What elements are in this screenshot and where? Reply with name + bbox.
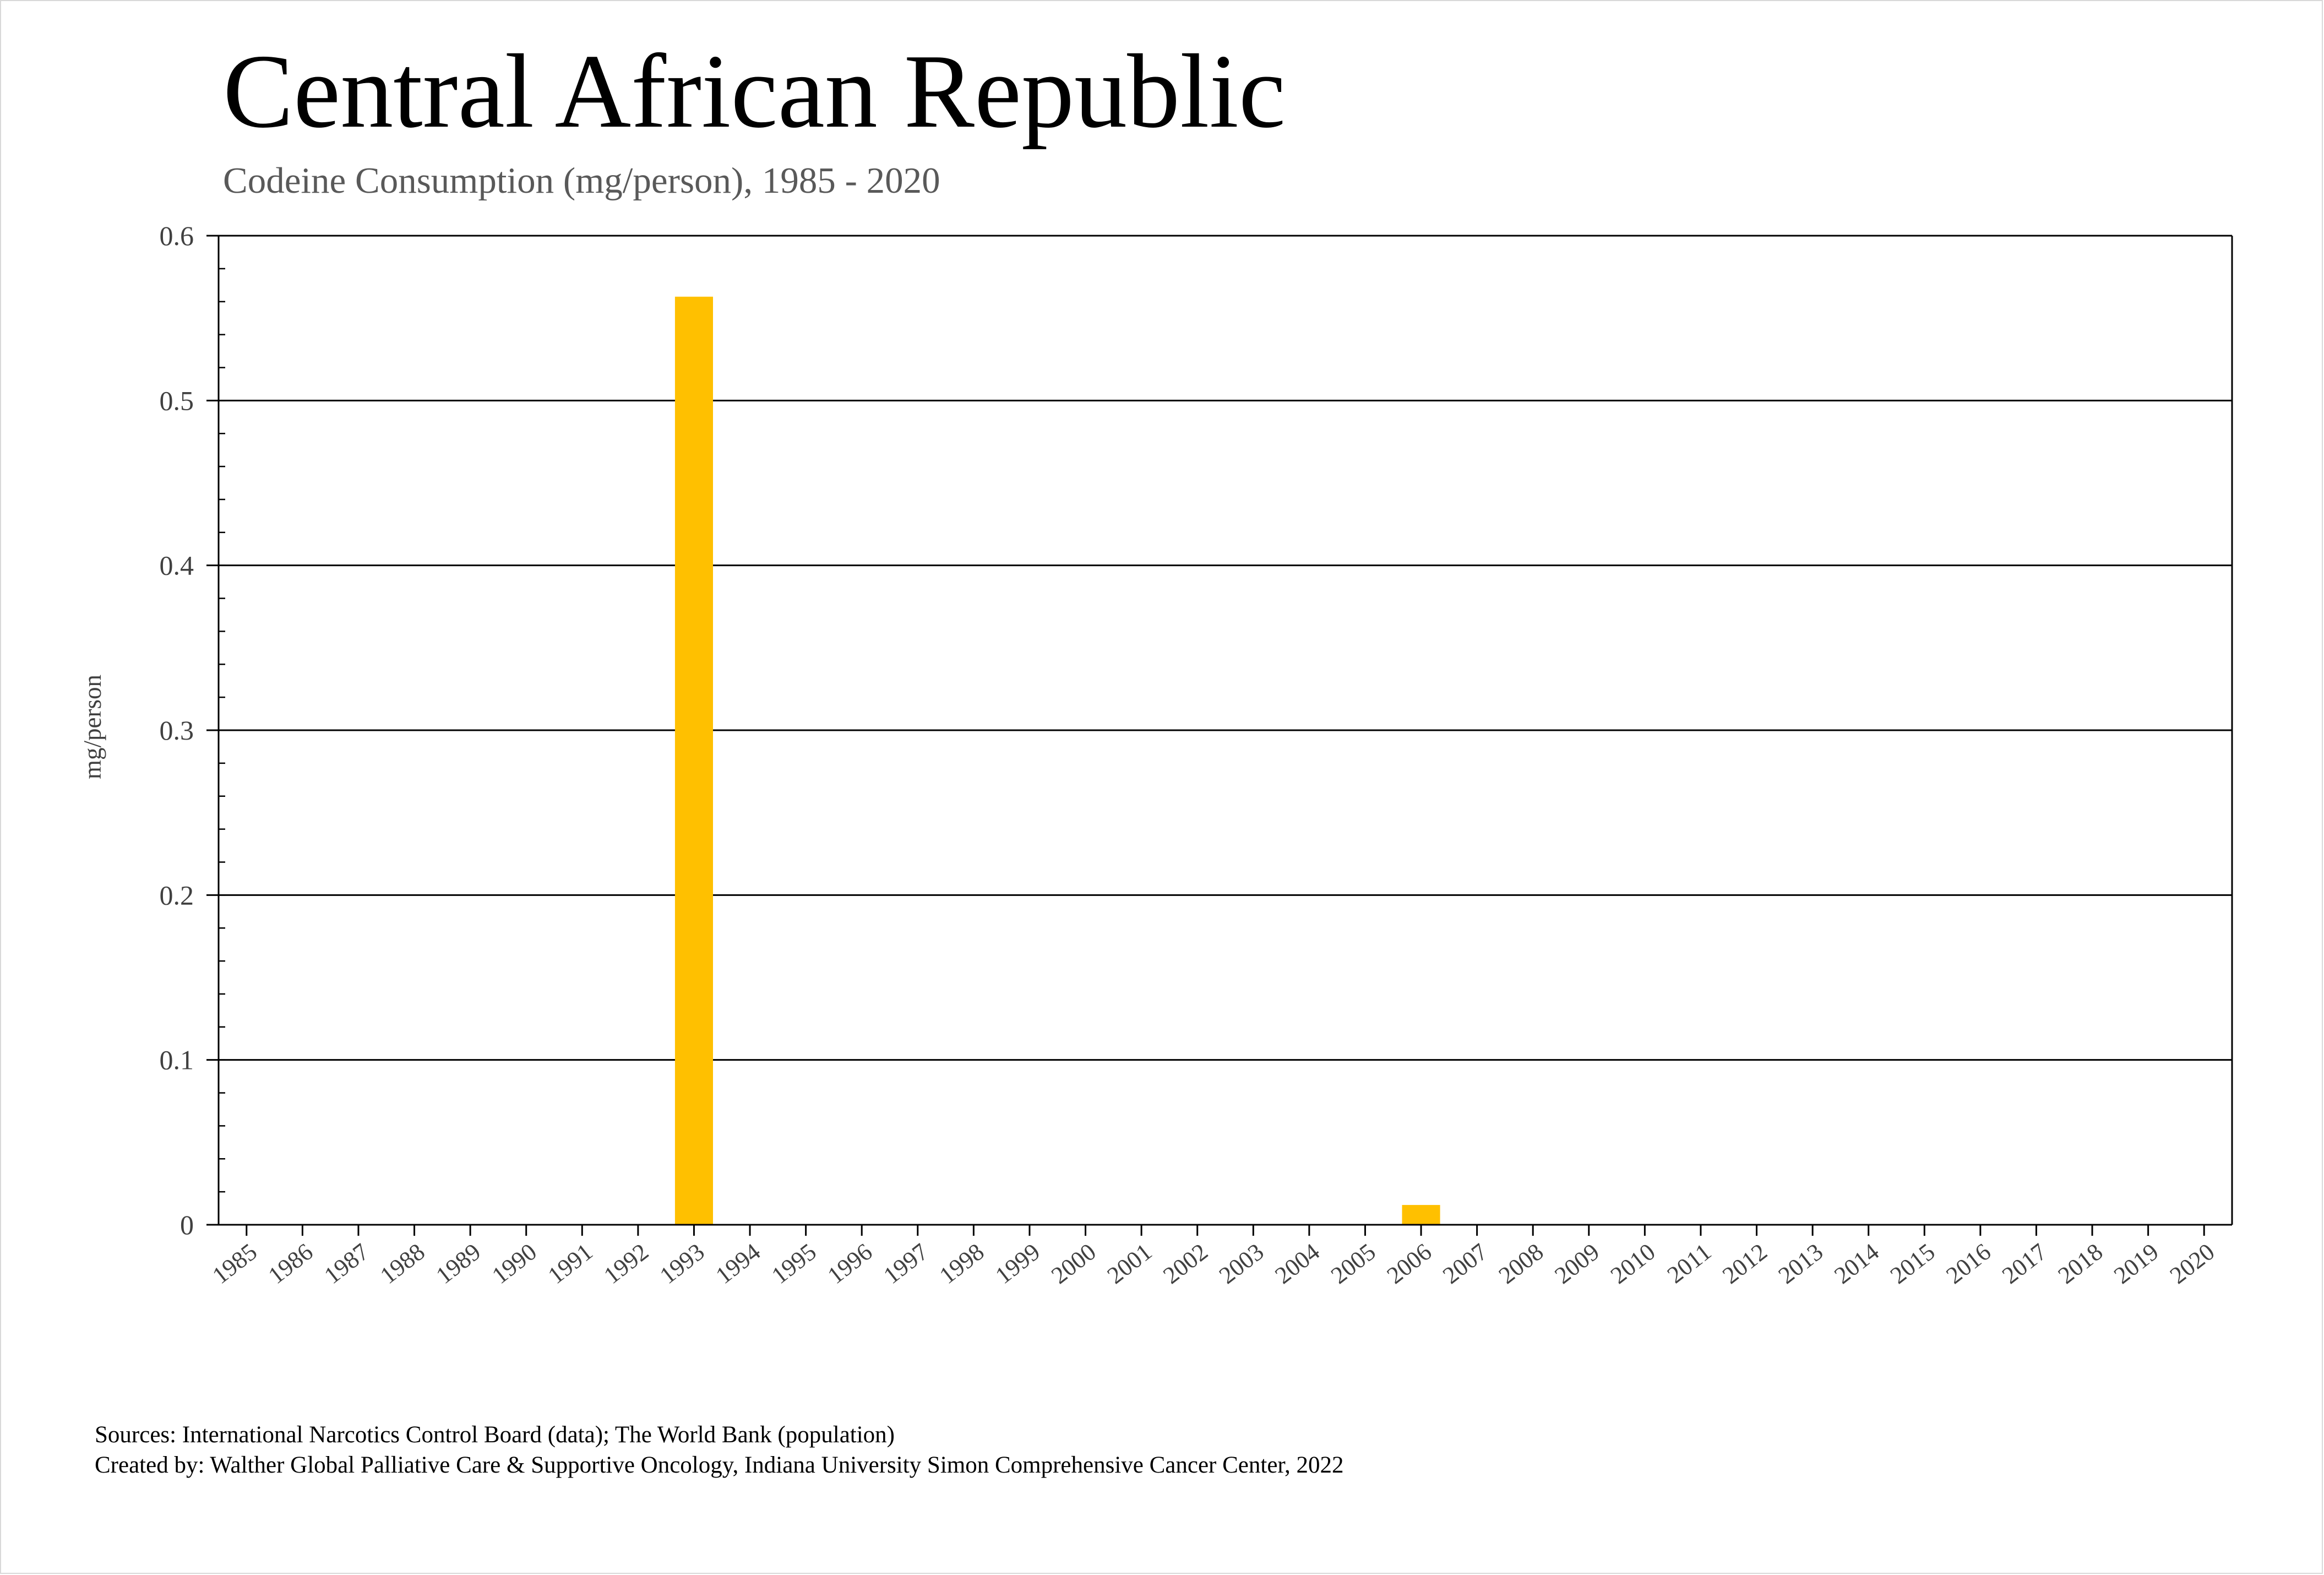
y-tick-label: 0.1 — [160, 1045, 194, 1076]
x-tick-label: 1998 — [934, 1238, 989, 1289]
x-tick-label: 2012 — [1717, 1238, 1772, 1289]
x-tick-label: 2018 — [2053, 1238, 2108, 1289]
x-tick-label: 1987 — [319, 1238, 374, 1289]
x-tick-label: 2020 — [2165, 1238, 2220, 1289]
x-tick-label: 2008 — [1494, 1238, 1549, 1289]
y-tick-label: 0.5 — [160, 385, 194, 416]
created-by-text: Created by: Walther Global Palliative Ca… — [95, 1452, 1344, 1478]
x-tick-label: 2014 — [1829, 1238, 1884, 1289]
x-tick-label: 2004 — [1270, 1238, 1325, 1289]
footer-sources: Sources: International Narcotics Control… — [95, 1420, 1344, 1480]
x-tick-label: 1996 — [823, 1238, 878, 1289]
x-tick-label: 2005 — [1326, 1238, 1381, 1289]
x-tick-label: 2013 — [1773, 1238, 1828, 1289]
x-tick-label: 1995 — [766, 1238, 821, 1289]
x-tick-label: 2001 — [1102, 1238, 1157, 1289]
x-tick-label: 2015 — [1885, 1238, 1940, 1289]
x-tick-label: 2003 — [1214, 1238, 1269, 1289]
x-tick-label: 1992 — [599, 1238, 654, 1289]
x-tick-label: 1986 — [263, 1238, 318, 1289]
y-tick-label: 0.4 — [160, 550, 194, 581]
y-tick-label: 0.2 — [160, 879, 194, 910]
x-tick-label: 1989 — [431, 1238, 486, 1289]
bar-1993 — [674, 296, 713, 1225]
x-tick-label: 2002 — [1158, 1238, 1213, 1289]
y-tick-label: 0 — [180, 1209, 194, 1240]
x-tick-label: 2017 — [1997, 1238, 2052, 1289]
x-tick-label: 2011 — [1662, 1238, 1716, 1289]
x-tick-label: 1994 — [711, 1238, 766, 1289]
x-tick-label: 2010 — [1605, 1238, 1661, 1289]
bar-2006 — [1402, 1205, 1440, 1225]
x-tick-label: 1990 — [487, 1238, 542, 1289]
y-axis-label: mg/person — [79, 675, 106, 779]
y-tick-label: 0.6 — [160, 220, 194, 251]
chart-title: Central African Republic — [223, 32, 1286, 150]
x-tick-label: 1999 — [990, 1238, 1046, 1289]
x-tick-label: 1993 — [655, 1238, 710, 1289]
x-tick-label: 2007 — [1438, 1238, 1493, 1289]
x-tick-label: 2009 — [1549, 1238, 1604, 1289]
chart-subtitle: Codeine Consumption (mg/person), 1985 - … — [223, 160, 940, 201]
sources-text: Sources: International Narcotics Control… — [95, 1422, 895, 1448]
x-tick-label: 1991 — [543, 1238, 598, 1289]
x-tick-label: 2016 — [1941, 1238, 1996, 1289]
x-tick-label: 2019 — [2109, 1238, 2164, 1289]
gridlines — [219, 235, 2232, 1226]
x-tick-label: 1985 — [207, 1238, 262, 1289]
x-tick-label: 1997 — [878, 1238, 933, 1289]
bars — [674, 296, 1440, 1225]
y-tick-label: 0.3 — [160, 715, 194, 746]
x-tick-label: 2006 — [1382, 1238, 1437, 1289]
x-tick-label: 2000 — [1046, 1238, 1101, 1289]
x-tick-label: 1988 — [375, 1238, 430, 1289]
